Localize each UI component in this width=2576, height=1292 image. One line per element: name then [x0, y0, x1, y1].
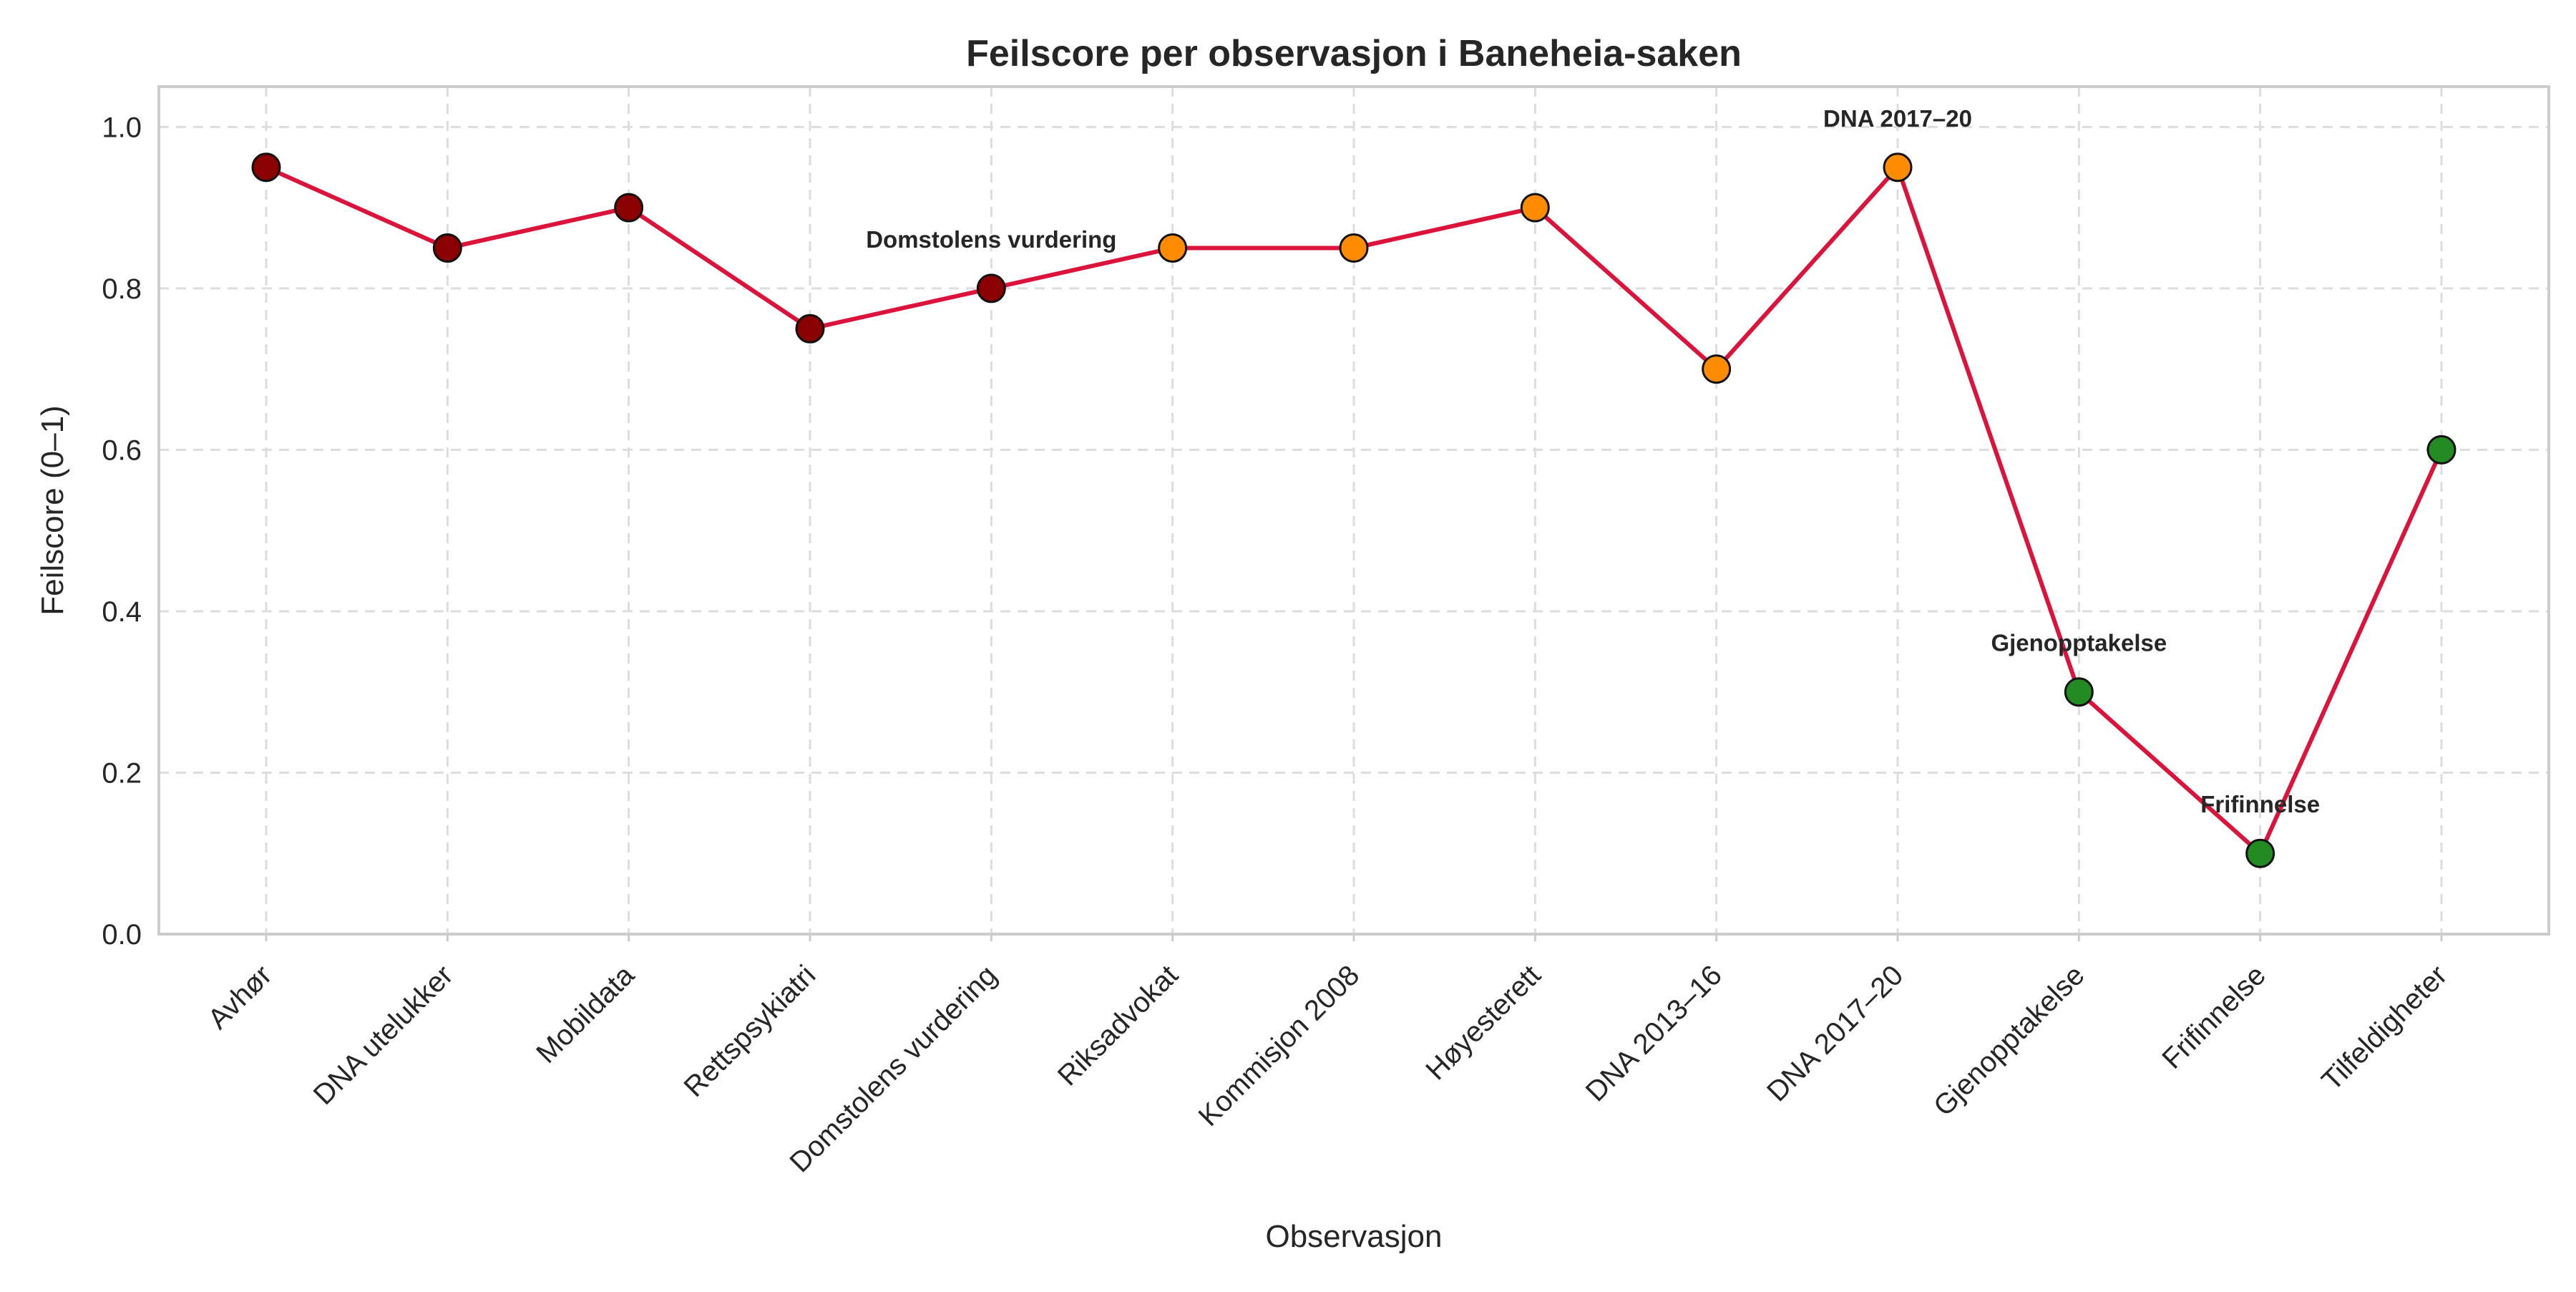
x-tick-label: Domstolens vurdering	[784, 959, 1002, 1178]
y-tick-label: 0.2	[102, 757, 142, 789]
y-axis-label: Feilscore (0–1)	[35, 405, 70, 615]
x-tick-label: Frifinnelse	[2156, 959, 2272, 1075]
chart-title: Feilscore per observasjon i Baneheia-sak…	[966, 33, 1742, 74]
point-annotation: Domstolens vurdering	[866, 226, 1116, 253]
x-axis-label: Observasjon	[1265, 1219, 1442, 1254]
plot-frame	[157, 85, 2550, 936]
y-tick-label: 0.8	[102, 273, 142, 305]
data-point	[976, 273, 1006, 303]
data-point	[2064, 677, 2094, 707]
x-tick-label: Riksadvokat	[1052, 959, 1184, 1092]
x-tick-label: DNA 2017–20	[1761, 959, 1909, 1107]
grid	[159, 87, 2549, 936]
data-point	[795, 314, 825, 344]
y-tick-label: 0.4	[102, 596, 142, 628]
x-tick-label: DNA 2013–16	[1580, 959, 1728, 1107]
data-point	[614, 193, 644, 223]
series-line	[265, 165, 2444, 856]
x-tick-label: Tilfeldigheter	[2316, 959, 2453, 1097]
data-point	[1339, 233, 1369, 263]
series	[251, 152, 2457, 868]
x-tick-label: DNA utelukker	[308, 959, 459, 1111]
x-tick-label: Rettspsykiatri	[678, 959, 822, 1103]
x-tick-label: Gjenopptakelse	[1928, 959, 2091, 1122]
data-point	[1158, 233, 1188, 263]
annotations: Domstolens vurdering DNA 2017–20 Gjenoppta…	[866, 105, 2320, 817]
data-point	[432, 233, 462, 263]
data-point	[2426, 434, 2457, 465]
y-tick-label: 0.0	[102, 919, 142, 951]
x-tick-label: Mobildata	[530, 959, 640, 1069]
point-annotation: Gjenopptakelse	[1991, 630, 2167, 656]
axes: 0.0 0.2 0.4 0.6 0.8 1.0 Avhør DNA utelukker Mobi…	[102, 85, 2550, 1178]
data-point	[2245, 838, 2275, 868]
x-tick-label: Avhør	[202, 959, 278, 1035]
point-annotation: Frifinnelse	[2200, 791, 2320, 817]
y-tick-label: 1.0	[102, 112, 142, 143]
data-point	[1883, 152, 1913, 183]
x-tick-label: Kommisjon 2008	[1193, 959, 1366, 1132]
point-annotation: DNA 2017–20	[1823, 105, 1972, 132]
data-point	[1702, 354, 1732, 384]
data-point	[251, 152, 281, 183]
data-point	[1520, 193, 1550, 223]
y-tick-label: 0.6	[102, 434, 142, 466]
x-tick-label: Høyesterett	[1420, 959, 1546, 1086]
